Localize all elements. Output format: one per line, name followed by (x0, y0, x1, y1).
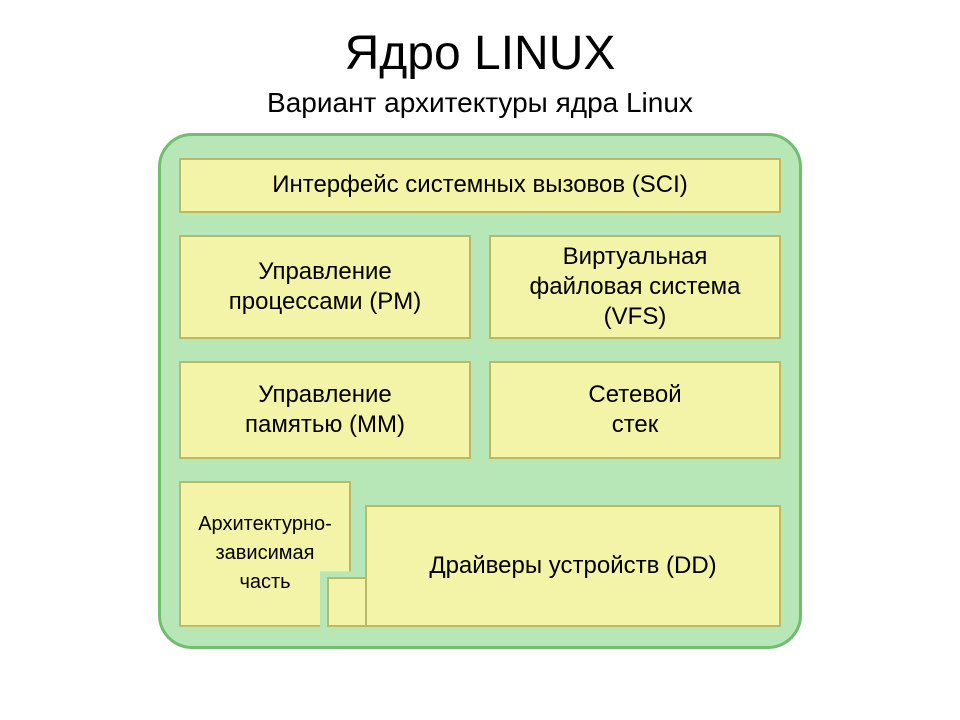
block-pm: Управлениепроцессами (PM) (179, 235, 471, 339)
block-dd-label: Драйверы устройств (DD) (429, 552, 716, 580)
block-dd-tab (327, 577, 367, 627)
row-mm-net: Управлениепамятью (MM) Сетевойстек (179, 361, 781, 459)
page-subtitle: Вариант архитектуры ядра Linux (267, 87, 693, 119)
block-arch-label: Архитектурно-зависимаячасть (198, 510, 332, 597)
row-pm-vfs: Управлениепроцессами (PM) Виртуальнаяфай… (179, 235, 781, 339)
block-pm-label: Управлениепроцессами (PM) (229, 257, 421, 317)
block-net-label: Сетевойстек (588, 380, 681, 440)
block-vfs-label: Виртуальнаяфайловая система(VFS) (530, 242, 741, 332)
block-dd-wrap: Драйверы устройств (DD) (327, 481, 781, 627)
block-mm: Управлениепамятью (MM) (179, 361, 471, 459)
block-arch: Архитектурно-зависимаячасть (179, 481, 351, 627)
block-vfs: Виртуальнаяфайловая система(VFS) (489, 235, 781, 339)
kernel-frame: Интерфейс системных вызовов (SCI) Управл… (158, 133, 802, 649)
block-dd: Драйверы устройств (DD) (365, 505, 781, 627)
block-net: Сетевойстек (489, 361, 781, 459)
page: Ядро LINUX Вариант архитектуры ядра Linu… (0, 0, 960, 720)
block-sci-label: Интерфейс системных вызовов (SCI) (272, 170, 688, 200)
row-arch-dd: Архитектурно-зависимаячасть Драйверы уст… (179, 481, 781, 624)
row-sci: Интерфейс системных вызовов (SCI) (179, 158, 781, 213)
block-sci: Интерфейс системных вызовов (SCI) (179, 158, 781, 213)
page-title: Ядро LINUX (345, 26, 616, 81)
block-mm-label: Управлениепамятью (MM) (245, 380, 405, 440)
